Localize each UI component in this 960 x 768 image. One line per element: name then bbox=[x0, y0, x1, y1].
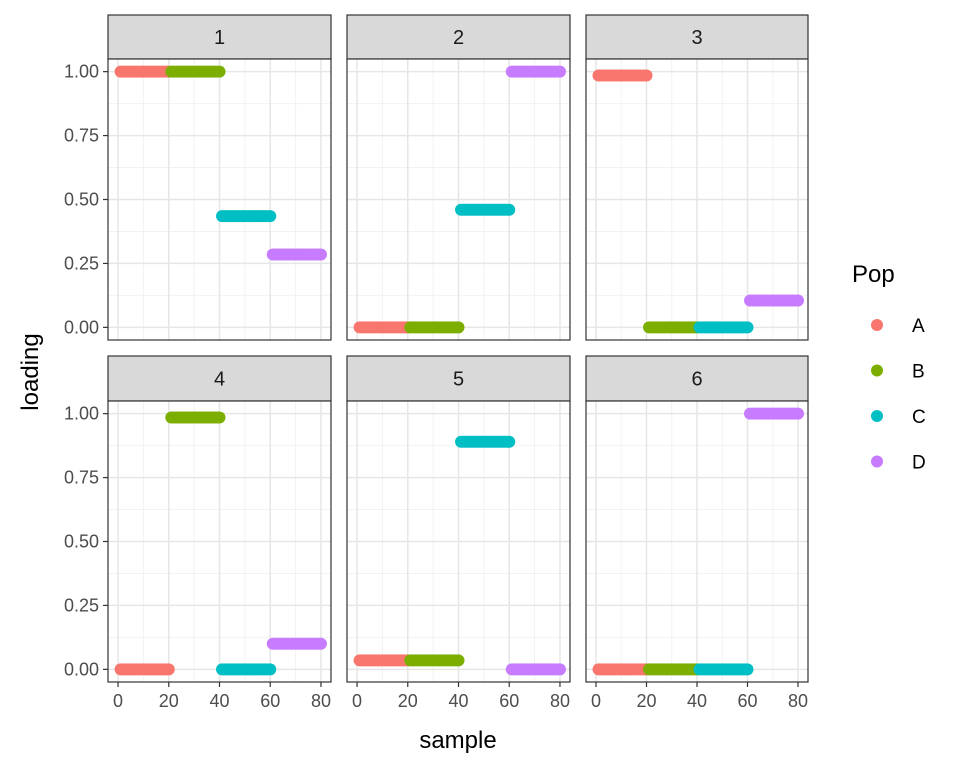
y-axis-title: loading bbox=[17, 333, 44, 410]
y-tick-label: 0.75 bbox=[64, 468, 99, 488]
facet-panel-3: 3 bbox=[585, 14, 809, 341]
data-point-B bbox=[452, 321, 465, 334]
data-point-D bbox=[792, 294, 805, 307]
data-point-C bbox=[741, 663, 754, 676]
legend-key-B bbox=[871, 364, 883, 377]
x-tick-label: 0 bbox=[113, 691, 123, 711]
facet-panel-4: 4 bbox=[107, 355, 332, 683]
facet-strip-label: 1 bbox=[214, 27, 225, 49]
y-tick-label: 1.00 bbox=[64, 404, 99, 424]
facet-strip bbox=[107, 355, 332, 402]
legend-title: Pop bbox=[852, 261, 895, 288]
x-tick-label: 20 bbox=[636, 691, 656, 711]
y-tick-label: 0.00 bbox=[64, 317, 99, 337]
facet-panel-5: 5 bbox=[346, 355, 571, 683]
facets-layer: 1 2 3 4 5 6 bbox=[107, 14, 809, 683]
x-tick-label: 0 bbox=[591, 691, 601, 711]
panel-border bbox=[346, 58, 571, 341]
panel-border bbox=[585, 58, 809, 341]
legend-key-A bbox=[871, 319, 883, 331]
facet-strip-label: 3 bbox=[691, 27, 702, 49]
data-point-D bbox=[792, 407, 805, 420]
x-tick-label: 20 bbox=[398, 691, 418, 711]
x-tick-label: 80 bbox=[311, 691, 331, 711]
data-point-D bbox=[553, 65, 566, 78]
x-axis-title: sample bbox=[419, 727, 496, 754]
data-point-C bbox=[503, 435, 516, 448]
facet-strip bbox=[585, 14, 809, 60]
data-point-D bbox=[314, 248, 327, 261]
y-tick-label: 1.00 bbox=[64, 62, 99, 82]
facet-panel-6: 6 bbox=[585, 355, 809, 683]
legend-label-A: A bbox=[912, 316, 925, 337]
legend-label-D: D bbox=[912, 453, 926, 474]
facet-strip-label: 4 bbox=[214, 369, 225, 391]
facet-strip bbox=[346, 355, 571, 402]
data-point-A bbox=[162, 663, 175, 676]
data-point-B bbox=[452, 654, 465, 667]
facet-strip bbox=[346, 14, 571, 60]
data-point-C bbox=[741, 321, 754, 334]
data-point-C bbox=[264, 663, 277, 676]
facet-panel-1: 1 bbox=[107, 14, 332, 341]
data-point-B bbox=[213, 411, 226, 424]
facet-panel-2: 2 bbox=[346, 14, 571, 341]
x-tick-label: 60 bbox=[260, 691, 280, 711]
axes-layer: 0.00 0.25 0.50 0.75 1.00 0.00 0.25 0.50 0.75 1.00… bbox=[64, 62, 808, 711]
x-tick-label: 40 bbox=[448, 691, 468, 711]
data-point-D bbox=[553, 663, 566, 676]
data-point-D bbox=[314, 637, 327, 650]
y-tick-label: 0.50 bbox=[64, 532, 99, 552]
facet-strip bbox=[585, 355, 809, 402]
y-tick-label: 0.00 bbox=[64, 659, 99, 679]
data-point-A bbox=[640, 69, 653, 82]
legend-key-D bbox=[871, 455, 883, 468]
x-tick-label: 80 bbox=[788, 691, 808, 711]
x-tick-label: 40 bbox=[209, 691, 229, 711]
x-tick-label: 60 bbox=[499, 691, 519, 711]
data-point-C bbox=[264, 210, 277, 223]
facet-strip-label: 5 bbox=[453, 369, 464, 391]
x-tick-label: 0 bbox=[352, 691, 362, 711]
data-point-C bbox=[503, 203, 516, 216]
x-tick-label: 40 bbox=[687, 691, 707, 711]
legend-label-B: B bbox=[912, 362, 925, 383]
y-tick-label: 0.75 bbox=[64, 126, 99, 146]
x-tick-label: 80 bbox=[550, 691, 570, 711]
y-tick-label: 0.25 bbox=[64, 595, 99, 615]
x-tick-label: 60 bbox=[737, 691, 757, 711]
legend-key-C bbox=[871, 410, 883, 422]
y-tick-label: 0.50 bbox=[64, 190, 99, 210]
x-tick-label: 20 bbox=[159, 691, 179, 711]
facet-strip-label: 6 bbox=[691, 369, 702, 391]
data-point-B bbox=[213, 65, 226, 78]
facet-strip bbox=[107, 14, 332, 60]
legend-label-C: C bbox=[912, 407, 926, 428]
facet-strip-label: 2 bbox=[453, 27, 464, 49]
legend: Pop A B C D bbox=[852, 261, 926, 474]
y-tick-label: 0.25 bbox=[64, 253, 99, 273]
